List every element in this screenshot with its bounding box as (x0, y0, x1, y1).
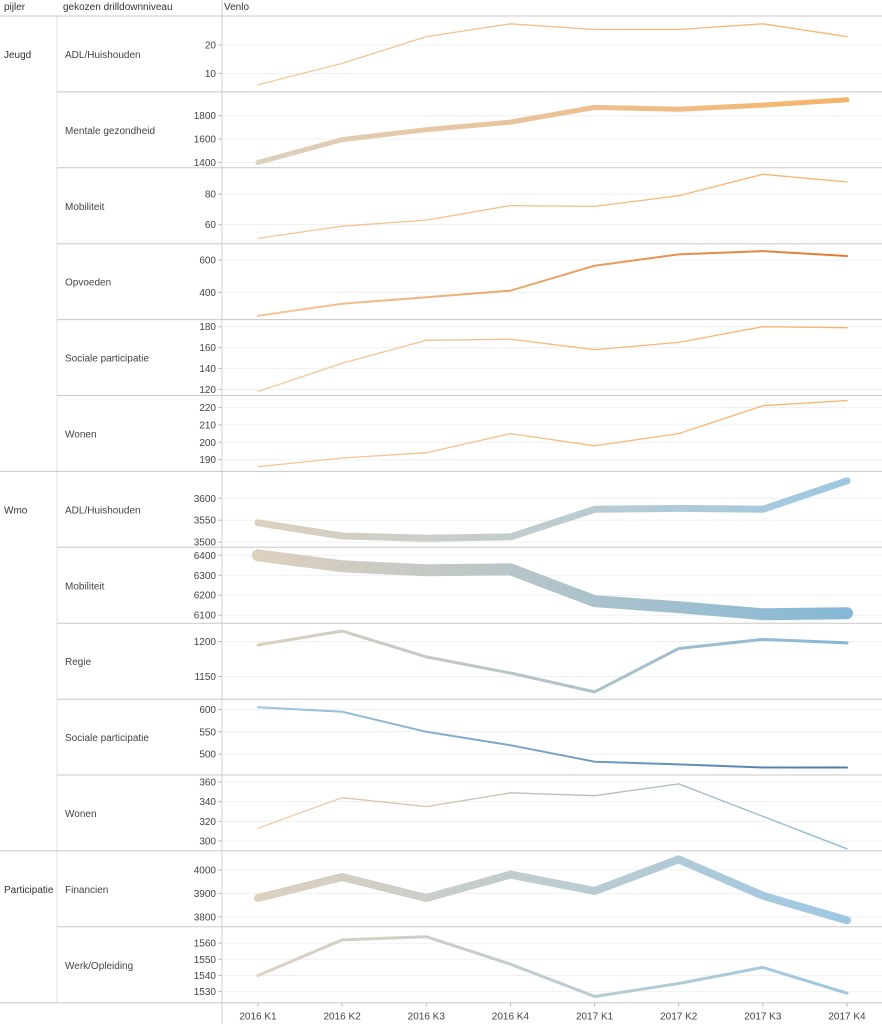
y-tick-label: 120 (199, 385, 216, 396)
y-tick-label: 20 (205, 41, 217, 52)
pijler-label: Jeugd (4, 50, 31, 61)
y-tick-label: 200 (199, 438, 216, 449)
y-tick-label: 190 (199, 455, 216, 466)
x-tick-label: 2016 K2 (324, 1012, 362, 1023)
drilldown-label: Mentale gezondheid (65, 126, 155, 137)
y-tick-label: 6300 (194, 571, 217, 582)
y-tick-label: 550 (199, 727, 216, 738)
y-tick-label: 500 (199, 750, 216, 761)
y-tick-label: 1400 (194, 158, 217, 169)
series-line (254, 477, 851, 542)
series-line (257, 783, 848, 850)
drilldown-label: Opvoeden (65, 278, 111, 289)
y-tick-label: 3800 (194, 912, 217, 923)
y-tick-label: 10 (205, 69, 217, 80)
series-line (255, 97, 850, 165)
series-line (252, 549, 853, 621)
series-line (257, 706, 848, 769)
y-tick-label: 3550 (194, 516, 217, 527)
y-tick-label: 220 (199, 403, 216, 414)
y-tick-label: 1550 (194, 955, 217, 966)
pijler-label: Participatie (4, 885, 54, 896)
drilldown-label: Sociale participatie (65, 354, 149, 365)
drilldown-label: ADL/Huishouden (65, 505, 141, 516)
y-tick-label: 400 (199, 288, 216, 299)
y-tick-label: 6200 (194, 591, 217, 602)
drilldown-label: Werk/Opleiding (65, 961, 133, 972)
x-tick-label: 2016 K4 (492, 1012, 530, 1023)
drilldown-label: Wonen (65, 809, 97, 820)
y-tick-label: 1200 (194, 637, 217, 648)
pijler-label: Wmo (4, 505, 28, 516)
series-line (257, 23, 848, 86)
drilldown-label: Sociale participatie (65, 733, 149, 744)
y-tick-label: 210 (199, 420, 216, 431)
x-tick-label: 2016 K1 (239, 1012, 277, 1023)
series-line (257, 326, 848, 393)
y-tick-label: 300 (199, 837, 216, 848)
series-line (257, 250, 848, 317)
y-tick-label: 160 (199, 343, 216, 354)
y-tick-label: 140 (199, 364, 216, 375)
x-tick-label: 2017 K3 (744, 1012, 782, 1023)
y-tick-label: 6100 (194, 611, 217, 622)
y-tick-label: 1800 (194, 111, 217, 122)
y-tick-label: 600 (199, 705, 216, 716)
drilldown-label: ADL/Huishouden (65, 50, 141, 61)
drilldown-label: Regie (65, 657, 92, 668)
x-tick-label: 2017 K4 (828, 1012, 866, 1023)
x-tick-label: 2016 K3 (408, 1012, 446, 1023)
y-tick-label: 80 (205, 190, 217, 201)
series-line (257, 173, 848, 240)
drilldown-label: Wonen (65, 430, 97, 441)
header-venlo: Venlo (224, 2, 250, 13)
y-tick-label: 320 (199, 817, 216, 828)
series-line (254, 855, 851, 925)
drilldown-label: Financien (65, 885, 108, 896)
y-tick-label: 1530 (194, 987, 217, 998)
y-tick-label: 60 (205, 220, 217, 231)
y-tick-label: 600 (199, 256, 216, 267)
y-tick-label: 1560 (194, 939, 217, 950)
y-tick-label: 6400 (194, 551, 217, 562)
y-tick-label: 1150 (194, 672, 216, 683)
series-line (257, 399, 848, 468)
y-tick-label: 1540 (194, 971, 217, 982)
drilldown-label: Mobiliteit (65, 581, 105, 592)
y-tick-label: 3900 (194, 889, 217, 900)
y-tick-label: 340 (199, 797, 216, 808)
y-tick-label: 1600 (194, 135, 217, 146)
y-tick-label: 180 (199, 322, 216, 333)
y-tick-label: 3500 (194, 538, 217, 549)
x-tick-label: 2017 K1 (576, 1012, 614, 1023)
header-drilldown-level: gekozen drilldownniveau (63, 2, 173, 13)
y-tick-label: 4000 (194, 865, 217, 876)
series-line (256, 935, 849, 998)
x-tick-label: 2017 K2 (660, 1012, 698, 1023)
y-tick-label: 360 (199, 777, 216, 788)
y-tick-label: 3600 (194, 494, 217, 505)
drilldown-label: Mobiliteit (65, 202, 105, 213)
header-pijler: pijler (4, 2, 26, 13)
series-line (256, 629, 849, 694)
